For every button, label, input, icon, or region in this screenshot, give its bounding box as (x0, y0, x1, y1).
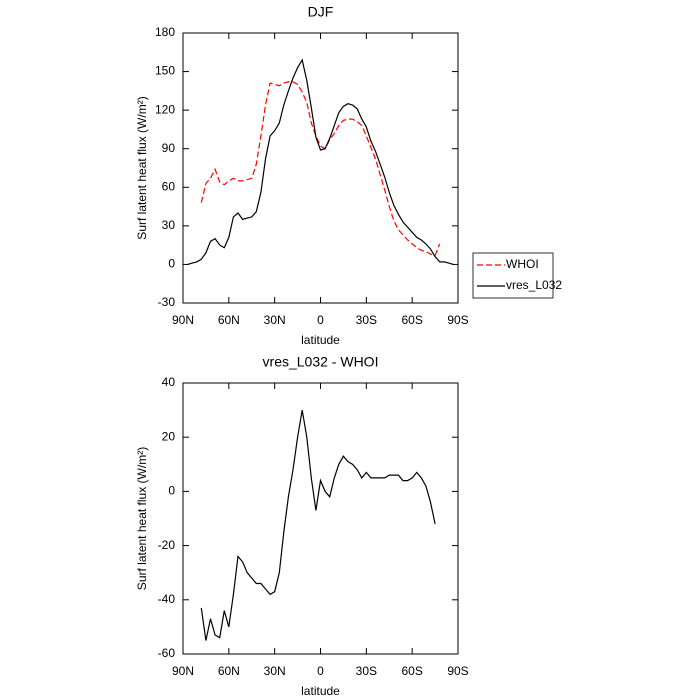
legend-label: WHOI (506, 257, 539, 271)
y-axis-label: Surf latent heat flux (W/m²) (135, 447, 149, 590)
legend-box (472, 252, 554, 299)
x-tick-label: 30S (356, 664, 377, 678)
y-tick-label: 30 (162, 218, 176, 232)
y-tick-label: -60 (158, 646, 176, 660)
y-tick-label: 40 (162, 375, 176, 389)
plot-frame (182, 32, 459, 304)
y-tick-label: 0 (168, 484, 175, 498)
x-tick-label: 90S (447, 313, 468, 327)
y-tick-label: -40 (158, 592, 176, 606)
y-tick-label: 150 (155, 64, 175, 78)
y-tick-label: 90 (162, 141, 176, 155)
x-axis-label: latitude (301, 684, 340, 698)
series-line (200, 409, 436, 641)
legend-label: vres_L032 (506, 278, 562, 292)
x-tick-label: 60S (401, 313, 422, 327)
y-tick-label: 20 (162, 429, 176, 443)
x-tick-label: 30N (264, 313, 286, 327)
y-tick-label: -30 (158, 295, 176, 309)
x-tick-label: 0 (317, 313, 324, 327)
x-tick-label: 90S (447, 664, 468, 678)
x-tick-label: 90N (172, 313, 194, 327)
y-tick-label: 0 (168, 257, 175, 271)
y-tick-label: 120 (155, 102, 175, 116)
series-line (187, 58, 454, 265)
x-tick-label: 90N (172, 664, 194, 678)
x-tick-label: 60N (218, 664, 240, 678)
x-tick-label: 60N (218, 313, 240, 327)
chart-title: DJF (308, 4, 334, 20)
x-tick-label: 30S (356, 313, 377, 327)
y-axis-label: Surf latent heat flux (W/m²) (135, 96, 149, 239)
series-line (200, 81, 441, 257)
y-tick-label: 60 (162, 179, 176, 193)
y-tick-label: 180 (155, 25, 175, 39)
x-tick-label: 30N (264, 664, 286, 678)
x-axis-label: latitude (301, 333, 340, 347)
x-tick-label: 0 (317, 664, 324, 678)
y-tick-label: -20 (158, 538, 176, 552)
chart-title: vres_L032 - WHOI (263, 354, 379, 370)
x-tick-label: 60S (401, 664, 422, 678)
